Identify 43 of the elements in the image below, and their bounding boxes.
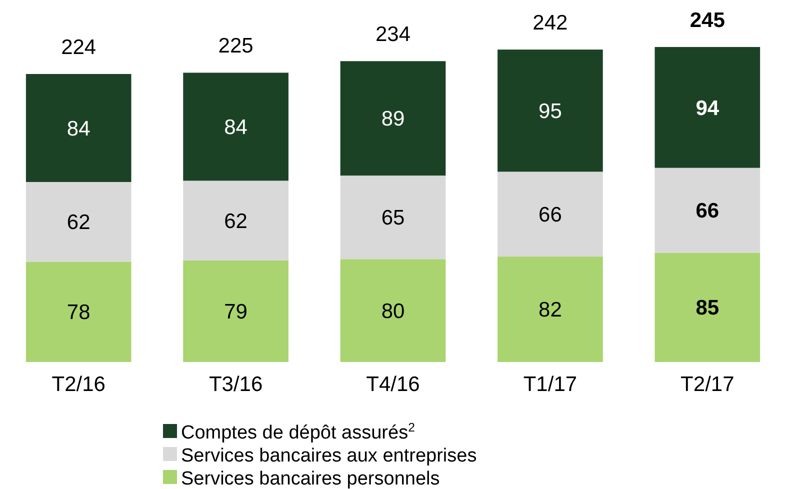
data-label: 95 (538, 100, 562, 123)
x-tick-label: T2/16 (52, 372, 106, 396)
total-label: 245 (690, 9, 726, 32)
bar (654, 168, 760, 253)
x-tick-label: T2/17 (680, 372, 734, 396)
data-label: 82 (538, 298, 562, 322)
data-label: 84 (66, 117, 91, 140)
bar (340, 61, 446, 176)
data-label: 85 (696, 296, 720, 320)
bar (498, 256, 603, 362)
bar (26, 182, 132, 262)
bar (183, 260, 288, 362)
total-label: 242 (532, 12, 568, 35)
bar (654, 252, 760, 362)
total-label: 224 (61, 36, 96, 59)
x-tick-label: T3/16 (208, 372, 263, 396)
bar (654, 47, 760, 168)
data-label: 62 (224, 210, 248, 233)
bar (183, 72, 288, 181)
bar (340, 176, 446, 260)
data-label: 80 (381, 300, 405, 323)
data-label: 78 (66, 301, 90, 324)
legend-label: Services bancaires aux entreprises (181, 446, 477, 467)
x-tick-label: T1/17 (523, 372, 578, 396)
legend-label: Comptes de dépôt assurés$^{2}$ (181, 420, 416, 444)
data-label: 65 (381, 206, 405, 230)
bar (183, 180, 288, 260)
bar (498, 172, 603, 257)
data-label: 66 (538, 203, 562, 226)
legend-label: Services bancaires personnels (181, 468, 440, 489)
data-label: 94 (696, 96, 720, 120)
bar (26, 262, 132, 362)
total-label: 234 (375, 23, 411, 46)
data-label: 66 (696, 200, 720, 223)
bar (340, 259, 446, 362)
bar (498, 50, 603, 172)
data-label: 79 (224, 300, 248, 324)
x-tick-label: T4/16 (366, 372, 420, 396)
data-label: 62 (66, 211, 90, 234)
data-label: 89 (381, 108, 405, 131)
total-label: 225 (218, 34, 254, 58)
bar (26, 74, 132, 182)
data-label: 84 (224, 116, 248, 140)
